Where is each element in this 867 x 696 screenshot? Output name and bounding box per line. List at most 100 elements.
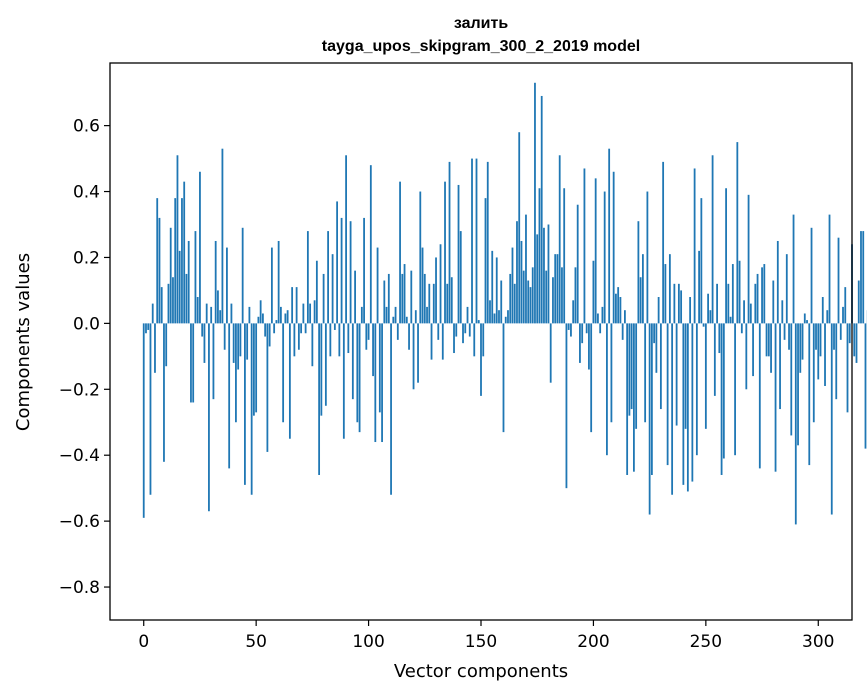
bar-33 <box>217 290 219 324</box>
bar-15 <box>176 155 179 324</box>
bar-178 <box>543 227 545 324</box>
bar-249 <box>702 323 705 327</box>
bar-267 <box>743 300 745 324</box>
bar-63 <box>284 313 287 324</box>
bar-240 <box>682 323 685 485</box>
bar-1 <box>145 323 147 334</box>
bar-59 <box>275 320 278 324</box>
bar-158 <box>498 310 500 324</box>
bar-112 <box>394 306 397 324</box>
bar-306 <box>830 323 833 515</box>
bar-68 <box>295 287 298 324</box>
bar-129 <box>432 283 435 324</box>
bar-251 <box>707 293 709 324</box>
bar-318 <box>857 280 860 324</box>
bar-73 <box>306 231 309 324</box>
bar-264 <box>736 142 739 324</box>
bar-92 <box>349 221 352 324</box>
bar-286 <box>785 254 788 324</box>
bar-142 <box>462 323 464 344</box>
bar-103 <box>374 323 377 443</box>
bar-309 <box>837 237 840 324</box>
bar-139 <box>455 323 458 337</box>
bar-166 <box>516 221 518 324</box>
bar-288 <box>790 323 793 436</box>
bar-227 <box>653 323 656 344</box>
bar-119 <box>410 270 413 324</box>
bar-259 <box>725 188 727 324</box>
bar-118 <box>408 323 410 350</box>
bar-221 <box>639 277 642 324</box>
bar-87 <box>338 323 341 357</box>
bar-305 <box>828 214 831 324</box>
bar-191 <box>572 300 575 324</box>
bar-72 <box>304 323 307 334</box>
bar-278 <box>767 323 770 357</box>
bar-89 <box>342 323 345 439</box>
bar-215 <box>626 323 629 475</box>
bar-22 <box>192 323 195 403</box>
bar-51 <box>257 316 260 324</box>
bar-199 <box>590 323 593 433</box>
bar-12 <box>169 227 172 324</box>
bar-184 <box>556 254 559 324</box>
bar-144 <box>466 306 469 324</box>
x-tick-label: 150 <box>465 632 497 652</box>
bar-21 <box>190 323 192 403</box>
bar-310 <box>839 323 842 340</box>
bar-256 <box>718 323 721 354</box>
bar-182 <box>552 277 554 324</box>
bar-120 <box>412 323 415 390</box>
bar-138 <box>453 323 455 354</box>
bar-9 <box>163 323 165 462</box>
bar-136 <box>448 161 451 324</box>
bar-186 <box>561 267 563 324</box>
bar-19 <box>185 273 188 324</box>
bar-77 <box>315 260 318 324</box>
bar-222 <box>641 254 644 324</box>
bar-125 <box>423 273 426 324</box>
bar-37 <box>226 247 228 324</box>
bar-10 <box>165 323 168 367</box>
bar-113 <box>396 323 399 340</box>
bar-296 <box>808 323 811 466</box>
bar-76 <box>313 300 316 324</box>
bar-201 <box>594 178 597 324</box>
bar-38 <box>228 323 231 469</box>
bar-101 <box>369 165 372 324</box>
bar-41 <box>235 323 237 423</box>
bar-122 <box>417 323 419 383</box>
bar-280 <box>772 280 775 324</box>
bar-317 <box>855 323 858 363</box>
bar-276 <box>763 264 766 324</box>
bar-74 <box>309 303 312 324</box>
bar-232 <box>664 264 667 324</box>
bar-94 <box>354 270 356 324</box>
bar-114 <box>399 181 401 324</box>
bar-4 <box>151 303 154 324</box>
bar-152 <box>484 198 487 324</box>
bar-78 <box>318 323 321 475</box>
bar-246 <box>695 323 698 456</box>
bar-320 <box>862 231 865 324</box>
bar-34 <box>219 310 222 324</box>
bar-269 <box>747 194 750 324</box>
bar-174 <box>534 82 536 324</box>
bar-254 <box>713 323 716 396</box>
bar-14 <box>174 198 177 324</box>
bar-153 <box>486 161 489 324</box>
bar-56 <box>268 323 271 347</box>
bar-58 <box>273 323 276 334</box>
bar-292 <box>799 323 802 373</box>
bar-159 <box>500 280 503 324</box>
bar-224 <box>646 191 649 324</box>
bar-83 <box>329 323 332 357</box>
bar-121 <box>414 310 417 324</box>
bar-223 <box>644 323 647 423</box>
bar-132 <box>439 244 442 324</box>
bar-202 <box>597 313 599 324</box>
bar-65 <box>288 323 291 439</box>
y-axis-ticks: −0.8 −0.6 −0.4 −0.2 0.0 0.2 0.4 0.6 <box>59 117 110 598</box>
